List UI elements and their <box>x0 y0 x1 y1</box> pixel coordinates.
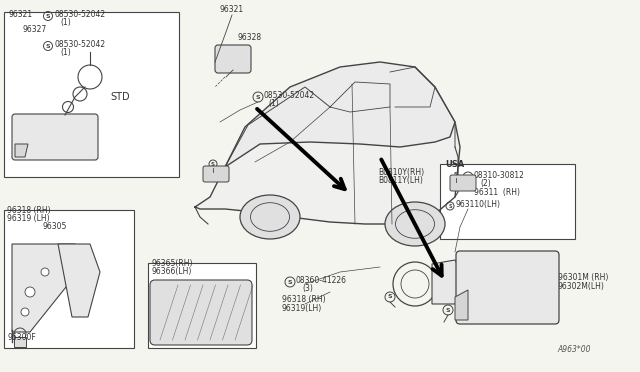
Text: S: S <box>466 174 470 180</box>
Bar <box>4 210 134 348</box>
Ellipse shape <box>385 202 445 246</box>
Polygon shape <box>195 92 460 224</box>
Text: S: S <box>445 308 451 312</box>
Text: S: S <box>454 171 458 176</box>
Text: 96300F: 96300F <box>7 333 36 342</box>
Polygon shape <box>432 260 465 304</box>
FancyBboxPatch shape <box>215 45 251 73</box>
Text: 96301M (RH): 96301M (RH) <box>558 273 609 282</box>
Ellipse shape <box>240 195 300 239</box>
Bar <box>440 164 575 239</box>
Text: 96319 (LH): 96319 (LH) <box>7 214 50 223</box>
Polygon shape <box>455 290 468 320</box>
Text: USA: USA <box>445 160 464 169</box>
Text: (2): (2) <box>480 179 491 188</box>
Text: 96318 (RH): 96318 (RH) <box>7 206 51 215</box>
Text: STD: STD <box>110 92 130 102</box>
FancyBboxPatch shape <box>150 280 252 345</box>
Text: 96318 (RH): 96318 (RH) <box>282 295 326 304</box>
Text: A963*00: A963*00 <box>557 345 591 354</box>
Text: S: S <box>211 161 215 167</box>
Text: 08310-30812: 08310-30812 <box>474 171 525 180</box>
Text: 96311  (RH): 96311 (RH) <box>474 188 520 197</box>
Text: 96321: 96321 <box>220 5 244 14</box>
Bar <box>148 263 256 348</box>
Text: B0811Y(LH): B0811Y(LH) <box>378 176 423 185</box>
FancyBboxPatch shape <box>450 175 476 191</box>
Text: S: S <box>448 203 452 208</box>
Text: S: S <box>45 44 51 48</box>
Text: 963110(LH): 963110(LH) <box>456 200 501 209</box>
Text: 96366(LH): 96366(LH) <box>151 267 191 276</box>
Text: 08530-52042: 08530-52042 <box>54 10 105 19</box>
Text: 08360-41226: 08360-41226 <box>296 276 347 285</box>
Text: 08530-52042: 08530-52042 <box>264 91 315 100</box>
Text: (1): (1) <box>60 18 71 27</box>
Polygon shape <box>225 62 455 167</box>
Polygon shape <box>12 244 82 332</box>
Text: (1): (1) <box>268 99 279 108</box>
Text: S: S <box>45 13 51 19</box>
FancyBboxPatch shape <box>203 166 229 182</box>
FancyBboxPatch shape <box>12 114 98 160</box>
Bar <box>14 337 26 347</box>
Polygon shape <box>58 244 100 317</box>
Text: 96319(LH): 96319(LH) <box>282 304 323 313</box>
Text: 96305: 96305 <box>42 222 67 231</box>
Text: (3): (3) <box>302 284 313 293</box>
Text: S: S <box>288 279 292 285</box>
Circle shape <box>21 308 29 316</box>
Text: 96321: 96321 <box>8 10 32 19</box>
Text: 96328: 96328 <box>238 33 262 42</box>
Text: 96365(RH): 96365(RH) <box>151 259 193 268</box>
Text: 96302M(LH): 96302M(LH) <box>558 282 605 291</box>
Text: (1): (1) <box>60 48 71 57</box>
Text: S: S <box>388 295 392 299</box>
Text: B0810Y(RH): B0810Y(RH) <box>378 168 424 177</box>
Bar <box>4 12 179 177</box>
Text: 96327: 96327 <box>22 25 46 34</box>
Polygon shape <box>15 144 28 157</box>
Text: 08530-52042: 08530-52042 <box>54 40 105 49</box>
Text: S: S <box>256 94 260 99</box>
Circle shape <box>41 268 49 276</box>
FancyBboxPatch shape <box>456 251 559 324</box>
Circle shape <box>25 287 35 297</box>
